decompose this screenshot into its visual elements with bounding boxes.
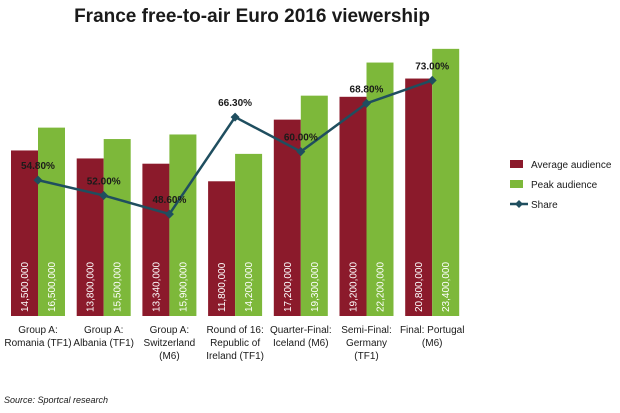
share-marker-6: [427, 75, 437, 85]
share-marker-5: [362, 98, 371, 108]
bar-value-label-average-audience-3: 11,800,000: [217, 262, 228, 312]
category-label-6: Final: Portugal: [400, 325, 464, 336]
category-label-2: (M6): [159, 351, 180, 362]
share-label-1: 52.00%: [87, 176, 121, 187]
bar-peak-audience-3: [235, 153, 263, 316]
bar-value-label-peak-audience-3: 14,200,000: [244, 262, 255, 312]
category-label-0: Group A:: [18, 325, 57, 336]
legend-label-share: Share: [531, 200, 558, 211]
bar-value-label-average-audience-6: 20,800,000: [414, 262, 425, 312]
category-label-1: Albania (TF1): [73, 338, 134, 349]
bar-value-label-peak-audience-5: 22,200,000: [376, 262, 387, 312]
share-marker-4: [296, 147, 306, 157]
share-label-2: 48.60%: [152, 195, 186, 206]
bars-layer: 14,500,000 16,500,000 13,800,000 15,500,000…: [11, 48, 460, 317]
share-label-6: 73.00%: [415, 61, 449, 72]
bar-peak-audience-5: [366, 62, 394, 316]
category-label-2: Group A:: [150, 325, 189, 336]
bar-value-label-peak-audience-2: 15,900,000: [178, 262, 189, 312]
bar-peak-audience-6: [432, 48, 460, 316]
bar-value-label-average-audience-4: 17,200,000: [283, 262, 294, 312]
bar-average-audience-1: [76, 158, 104, 316]
share-marker-1: [99, 190, 109, 200]
category-label-5: Semi-Final:: [341, 325, 392, 336]
bar-average-audience-3: [208, 181, 236, 316]
share-marker-3: [230, 112, 240, 122]
legend-swatch-average-audience: [510, 160, 523, 168]
category-label-2: Switzerland: [144, 338, 196, 349]
category-label-5: Germany: [346, 338, 387, 349]
bar-value-label-average-audience-1: 13,800,000: [86, 262, 97, 312]
chart-title: France free-to-air Euro 2016 viewership: [74, 6, 430, 27]
category-label-4: Iceland (M6): [273, 338, 329, 349]
bar-average-audience-4: [273, 119, 301, 316]
category-label-3: Republic of: [210, 338, 260, 349]
bar-value-label-average-audience-2: 13,340,000: [151, 262, 162, 312]
source-note: Source: Sportcal research: [4, 395, 108, 405]
share-line-layer: 54.80% 52.00% 48.60% 66.30% 60.00% 68.80% 73.0…: [21, 61, 449, 219]
category-label-3: Ireland (TF1): [206, 351, 264, 362]
share-label-5: 68.80%: [350, 84, 384, 95]
share-label-4: 60.00%: [284, 133, 318, 144]
bar-value-label-peak-audience-6: 23,400,000: [441, 262, 452, 312]
bar-value-label-average-audience-5: 19,200,000: [349, 262, 360, 312]
category-label-1: Group A:: [84, 325, 123, 336]
category-label-3: Round of 16:: [206, 325, 263, 336]
share-label-0: 54.80%: [21, 161, 55, 172]
share-marker-0: [33, 175, 43, 185]
category-labels: Group A: Romania (TF1) Group A: Albania (TF…: [4, 325, 464, 362]
share-label-3: 66.30%: [218, 98, 252, 109]
bar-peak-audience-1: [103, 139, 131, 316]
legend: Average audience Peak audience Share: [510, 160, 612, 211]
bar-average-audience-2: [142, 163, 170, 316]
legend-swatch-peak-audience: [510, 180, 523, 188]
category-label-4: Quarter-Final:: [270, 325, 332, 336]
bar-value-label-average-audience-0: 14,500,000: [20, 262, 31, 312]
share-marker-2: [164, 209, 174, 219]
bar-value-label-peak-audience-0: 16,500,000: [47, 262, 58, 312]
category-label-0: Romania (TF1): [4, 338, 71, 349]
category-label-5: (TF1): [354, 351, 378, 362]
bar-average-audience-0: [11, 150, 38, 316]
bar-value-label-peak-audience-4: 19,300,000: [310, 262, 321, 312]
bar-peak-audience-2: [169, 134, 197, 316]
legend-swatch-share-marker: [515, 200, 523, 208]
legend-label-peak-audience: Peak audience: [531, 180, 598, 191]
bar-average-audience-5: [339, 96, 367, 316]
legend-label-average-audience: Average audience: [531, 160, 612, 171]
bar-value-label-peak-audience-1: 15,500,000: [113, 262, 124, 312]
bar-average-audience-6: [405, 78, 433, 317]
category-label-6: (M6): [422, 338, 443, 349]
bar-peak-audience-0: [38, 127, 65, 316]
bar-peak-audience-4: [300, 95, 328, 317]
